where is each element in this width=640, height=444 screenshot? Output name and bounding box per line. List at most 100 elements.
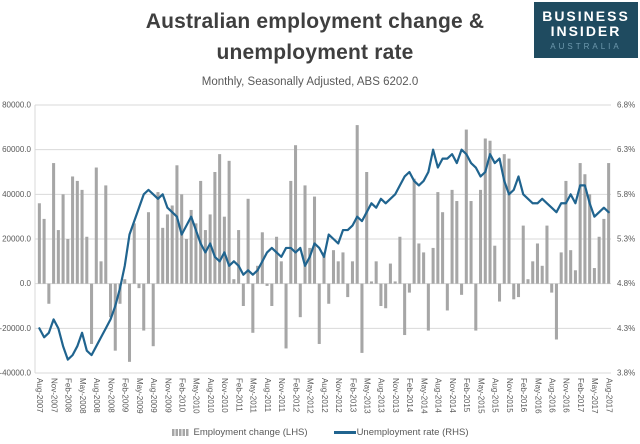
logo-text-business: BUSINESS <box>542 8 630 24</box>
logo-text-insider: INSIDER <box>550 23 622 39</box>
employment-change-bar <box>47 283 51 304</box>
x-axis-label: May-2013 <box>362 378 371 414</box>
employment-change-bar <box>71 176 75 284</box>
employment-change-bar <box>317 283 321 344</box>
x-axis-label: Feb-2009 <box>121 378 130 413</box>
employment-change-bar <box>289 180 293 284</box>
employment-change-bar <box>161 227 165 284</box>
employment-change-bar <box>199 180 203 284</box>
employment-change-bar <box>384 283 388 309</box>
y-axis-label-right: 6.8% <box>617 101 635 110</box>
employment-change-bar <box>346 283 350 298</box>
employment-change-bar <box>61 194 65 284</box>
x-axis-label: Feb-2010 <box>177 378 186 413</box>
employment-change-bar <box>341 252 345 284</box>
employment-change-bar <box>322 252 326 284</box>
employment-change-bar <box>142 283 146 331</box>
employment-change-bar <box>241 283 245 306</box>
employment-change-bar <box>379 283 383 306</box>
employment-change-bar <box>535 243 539 284</box>
employment-change-bar <box>232 279 236 284</box>
employment-change-bar <box>132 223 136 284</box>
x-axis-label: Feb-2008 <box>64 378 73 413</box>
employment-change-bar <box>265 283 269 286</box>
x-axis-label: May-2014 <box>419 378 428 414</box>
logo-text-australia: AUSTRALIA <box>550 42 622 51</box>
employment-change-bar <box>493 245 497 284</box>
employment-change-bar <box>312 196 317 284</box>
employment-change-bar <box>104 185 108 284</box>
employment-change-bar <box>90 283 94 344</box>
employment-change-bar <box>284 283 288 349</box>
employment-change-bar <box>327 283 331 304</box>
employment-change-bar <box>170 205 174 284</box>
employment-change-bar <box>99 261 103 284</box>
x-axis-label: May-2009 <box>135 378 144 414</box>
employment-change-bar <box>56 230 60 284</box>
employment-change-bar <box>298 283 302 318</box>
x-axis-label: Aug-2013 <box>377 378 386 413</box>
x-axis-label: Feb-2017 <box>576 378 585 413</box>
x-axis-label: Nov-2015 <box>505 378 514 413</box>
employment-change-bar <box>246 198 250 284</box>
legend-item-unemployment-rate: Unemployment rate (RHS) <box>333 427 468 438</box>
employment-change-bar <box>578 163 582 284</box>
employment-change-bar <box>607 163 611 284</box>
employment-change-bar <box>256 265 260 284</box>
employment-change-bar <box>113 283 117 351</box>
employment-change-bar <box>203 230 207 284</box>
x-axis-label: May-2011 <box>249 378 258 414</box>
x-axis-label: Aug-2011 <box>263 378 272 413</box>
x-axis-label: Feb-2016 <box>519 378 528 413</box>
legend-label-employment-change: Employment change (LHS) <box>193 427 308 438</box>
employment-change-bar <box>184 239 188 284</box>
y-axis-label-right: 4.3% <box>617 324 635 333</box>
employment-change-bar <box>445 283 449 311</box>
employment-change-bar <box>66 239 70 284</box>
employment-change-bar <box>573 270 577 284</box>
x-axis-label: May-2010 <box>192 378 201 414</box>
y-axis-label-left: 20000.0 <box>2 235 31 244</box>
x-axis-label: May-2012 <box>306 378 315 414</box>
employment-change-bar <box>175 165 179 284</box>
title-line-2: unemployment rate <box>216 41 414 64</box>
employment-change-bar <box>109 283 113 318</box>
employment-change-bar <box>303 185 307 284</box>
x-axis-label: Aug-2017 <box>604 378 613 413</box>
x-axis-label: May-2016 <box>533 378 542 414</box>
unemployment-rate-line <box>38 148 610 361</box>
x-axis-label: Aug-2012 <box>320 378 329 413</box>
employment-change-bar <box>559 252 563 284</box>
y-axis-label-left: -20000.0 <box>0 324 32 333</box>
x-axis-label: Nov-2011 <box>277 378 286 413</box>
employment-change-bar <box>151 283 155 347</box>
employment-change-bar <box>194 223 198 284</box>
employment-change-bar <box>450 189 454 284</box>
employment-change-bar <box>483 138 487 284</box>
x-axis-label: May-2008 <box>78 378 87 414</box>
y-axis-label-right: 3.8% <box>617 369 635 378</box>
y-axis-label-left: 80000.0 <box>2 101 31 110</box>
employment-change-bar <box>94 167 98 284</box>
employment-change-bar <box>75 180 79 284</box>
employment-change-bar <box>540 265 544 284</box>
x-axis-label: Nov-2010 <box>220 378 229 413</box>
employment-change-bar <box>464 129 468 284</box>
employment-change-bar <box>213 172 217 284</box>
title-line-1: Australian employment change & <box>145 10 485 33</box>
employment-change-bar <box>516 283 521 298</box>
employment-change-bar <box>526 279 530 284</box>
y-axis-label-right: 5.8% <box>617 190 635 199</box>
employment-change-bar <box>388 263 392 284</box>
employment-change-bar <box>146 212 150 284</box>
x-axis-label: Aug-2007 <box>35 378 44 413</box>
x-axis-label: Nov-2013 <box>391 378 400 413</box>
bar-series-swatch-icon <box>171 429 189 436</box>
employment-change-bar <box>417 243 421 284</box>
employment-change-bar <box>279 261 283 284</box>
business-insider-logo: BUSINESS INSIDER AUSTRALIA <box>534 2 638 58</box>
y-axis-label-left: 60000.0 <box>2 145 31 154</box>
employment-change-bar <box>374 261 378 284</box>
employment-change-bar <box>355 125 359 284</box>
